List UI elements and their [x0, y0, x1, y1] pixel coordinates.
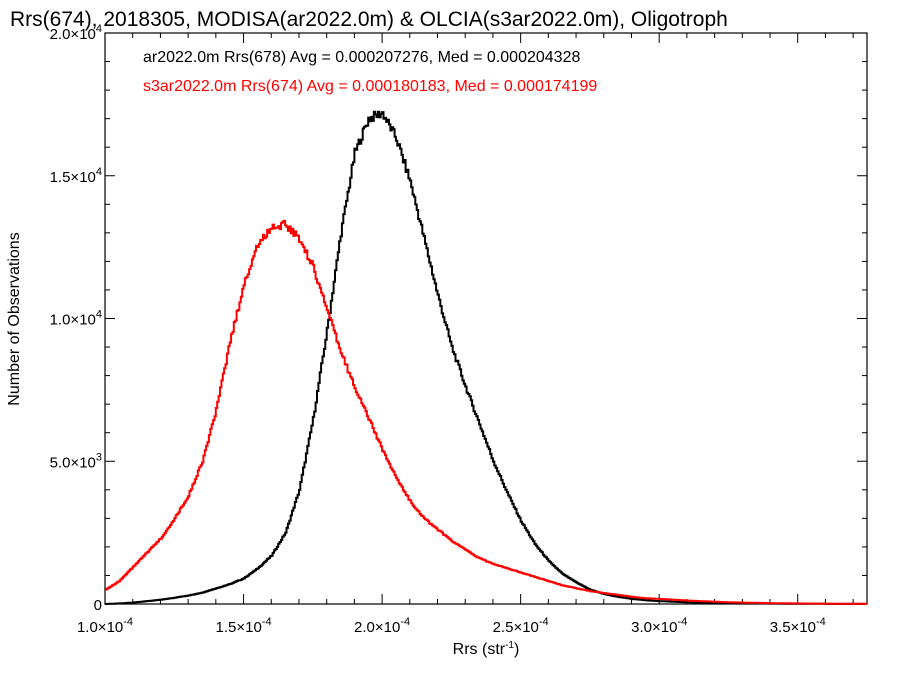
y-axis: 0 5.0×103 1.0×104 1.5×104 2.0×104 — [50, 23, 867, 614]
series-line-1 — [105, 110, 867, 605]
legend-entry-olcia: s3ar2022.0m Rrs(674) Avg = 0.000180183, … — [143, 78, 597, 95]
legend: ar2022.0m Rrs(678) Avg = 0.000207276, Me… — [143, 49, 597, 95]
x-tick-label: 2.5×10-4 — [493, 616, 549, 636]
x-tick-label: 3.0×10-4 — [631, 616, 687, 636]
plot-area: 1.0×10-4 1.5×10-4 2.0×10-4 2.5×10-4 3.0×10-4… — [50, 23, 868, 636]
x-tick-label: 2.0×10-4 — [354, 616, 410, 636]
y-tick-label: 1.5×104 — [50, 166, 102, 186]
legend-entry-modisa: ar2022.0m Rrs(678) Avg = 0.000207276, Me… — [143, 49, 580, 66]
y-tick-label: 5.0×103 — [50, 451, 102, 471]
y-tick-label: 2.0×104 — [50, 23, 102, 43]
x-axis: 1.0×10-4 1.5×10-4 2.0×10-4 2.5×10-4 3.0×10-4… — [77, 33, 854, 636]
chart-title: Rrs(674), 2018305, MODISA(ar2022.0m) & O… — [10, 8, 728, 31]
x-tick-label: 1.5×10-4 — [216, 616, 272, 636]
x-tick-label: 1.0×10-4 — [77, 616, 133, 636]
x-axis-label: Rrs (str-1) — [453, 640, 520, 658]
y-tick-label: 1.0×104 — [50, 309, 102, 329]
y-tick-label: 0 — [94, 597, 102, 614]
y-axis-label: Number of Observations — [6, 232, 23, 405]
series-line-2 — [105, 219, 867, 605]
plot-frame — [104, 32, 868, 605]
series-lines — [105, 110, 867, 605]
x-tick-label: 3.5×10-4 — [770, 616, 826, 636]
